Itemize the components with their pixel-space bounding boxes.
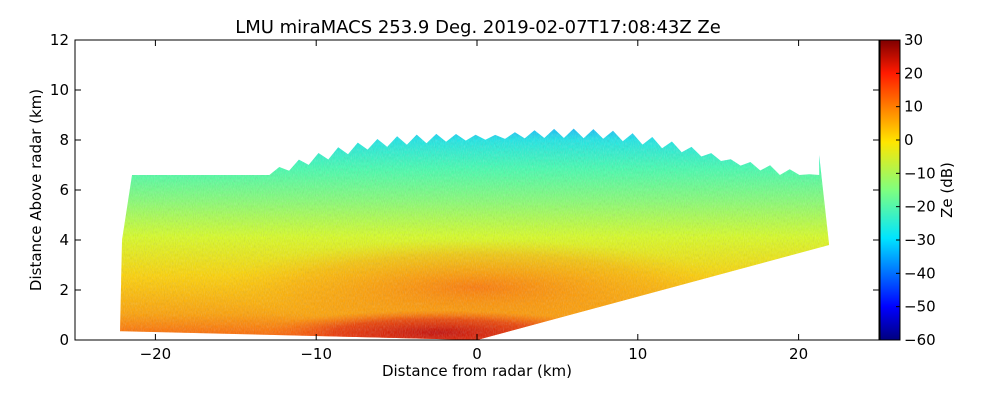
x-tick-label: 0: [472, 345, 482, 363]
x-tick-label: −20: [140, 345, 172, 363]
colorbar-tick-label: −10: [904, 164, 936, 182]
y-tick-label: 2: [59, 281, 69, 299]
y-tick-label: 6: [59, 181, 69, 199]
colorbar-ticks: −60 −50 −40 −30 −20 −10 0 10 20 30: [896, 31, 936, 349]
colorbar-tick-label: −40: [904, 264, 936, 282]
y-axis: 0 2 4 6 8 10 12: [50, 31, 879, 349]
y-axis-label: Distance Above radar (km): [27, 89, 45, 291]
x-tick-label: 10: [628, 345, 647, 363]
x-axis-label: Distance from radar (km): [382, 362, 572, 380]
y-tick-label: 10: [50, 81, 69, 99]
y-tick-label: 4: [59, 231, 69, 249]
y-tick-label: 0: [59, 331, 69, 349]
colorbar-label: Ze (dB): [938, 162, 956, 218]
x-tick-label: 20: [789, 345, 808, 363]
x-axis: −20 −10 0 10 20: [140, 40, 808, 363]
colorbar-tick-label: −60: [904, 331, 936, 349]
colorbar-tick-label: −50: [904, 298, 936, 316]
chart-title: LMU miraMACS 253.9 Deg. 2019-02-07T17:08…: [235, 17, 721, 38]
y-tick-label: 8: [59, 131, 69, 149]
radar-scan: [120, 128, 830, 340]
colorbar: [879, 39, 901, 341]
colorbar-tick-label: 30: [904, 31, 923, 49]
colorbar-tick-label: 10: [904, 98, 923, 116]
y-tick-label: 12: [50, 31, 69, 49]
colorbar-tick-label: −20: [904, 198, 936, 216]
colorbar-tick-label: −30: [904, 231, 936, 249]
colorbar-tick-label: 20: [904, 64, 923, 82]
x-tick-label: −10: [300, 345, 332, 363]
colorbar-tick-label: 0: [904, 131, 914, 149]
speckle-noise: [120, 128, 830, 340]
